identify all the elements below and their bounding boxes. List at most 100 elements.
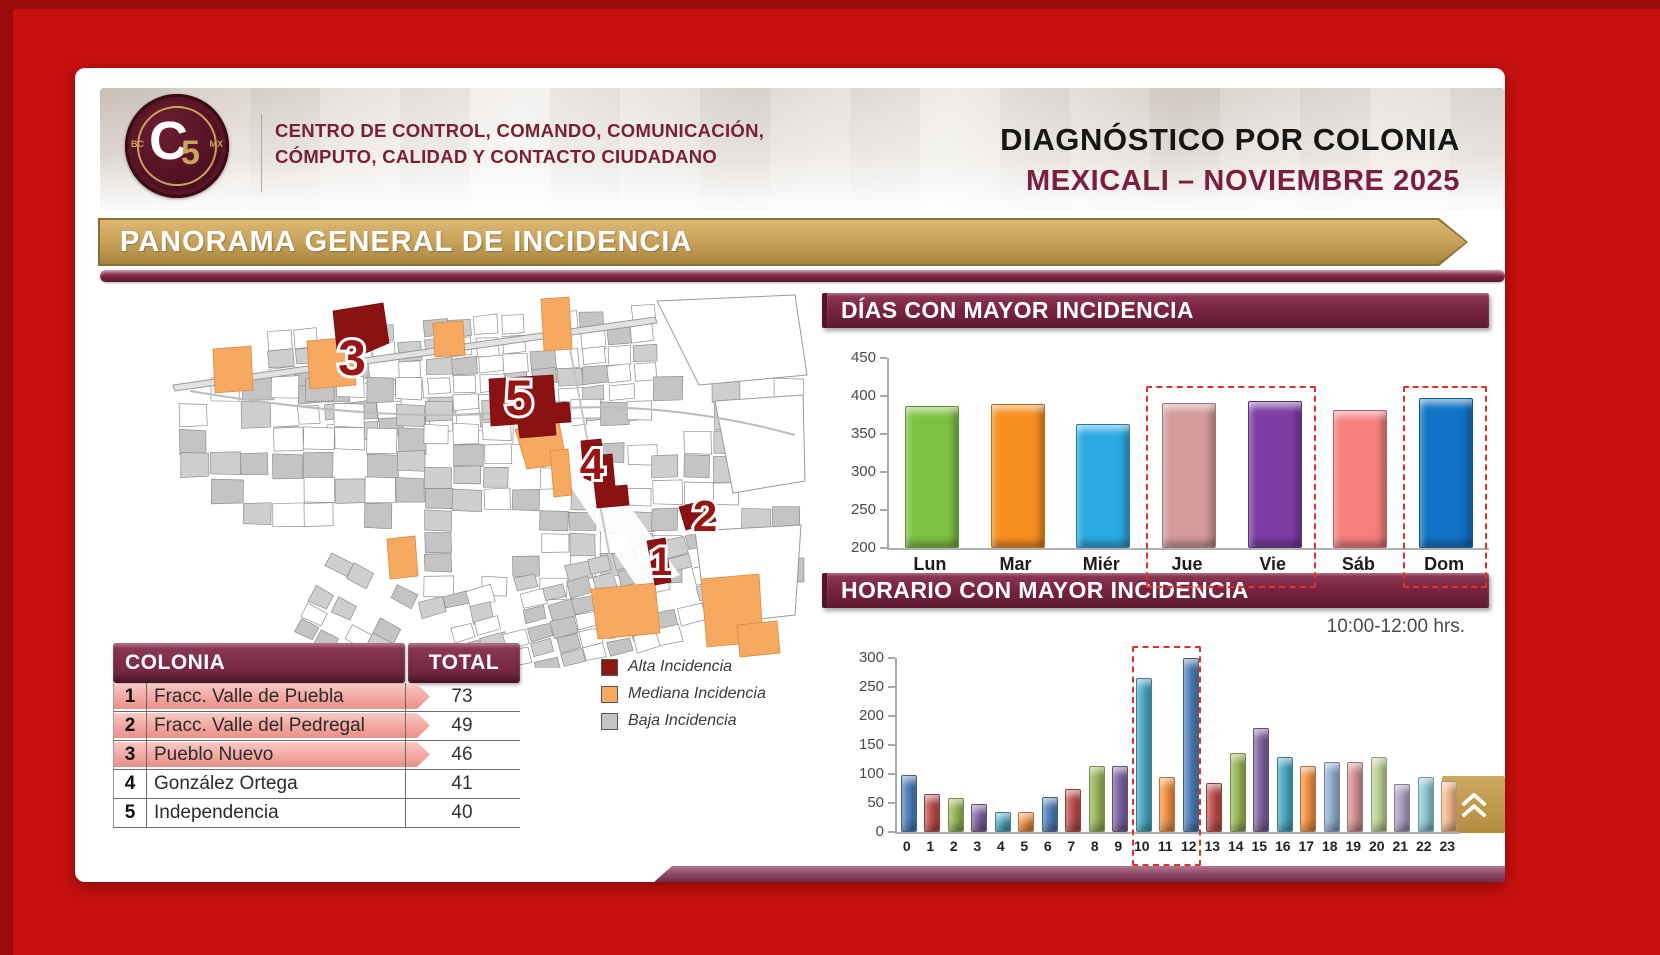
- hours-bar-23: [1441, 780, 1458, 832]
- row-colonia: Independencia: [147, 799, 406, 827]
- hours-xlabel-19: 19: [1345, 838, 1362, 854]
- days-ylabel-250: 250: [850, 501, 876, 518]
- hours-ytick: [888, 802, 895, 804]
- days-ylabel-300: 300: [850, 463, 876, 480]
- hours-xlabel-20: 20: [1368, 838, 1385, 854]
- row-total: 41: [451, 773, 473, 794]
- row-colonia: Fracc. Valle de Puebla: [147, 683, 406, 711]
- hours-bar-10: [1135, 677, 1152, 832]
- hours-ytick: [888, 657, 895, 659]
- legend-item: Mediana Incidencia: [601, 685, 766, 703]
- hours-bar-3: [971, 804, 988, 832]
- hours-bar-12: [1182, 658, 1199, 832]
- days-ylabel-350: 350: [850, 425, 876, 442]
- hours-xlabel-18: 18: [1321, 838, 1338, 854]
- hours-xlabel-9: 9: [1114, 838, 1123, 854]
- hours-ylabel-50: 50: [867, 794, 884, 811]
- hours-xlabel-5: 5: [1020, 838, 1029, 854]
- map-marker-5: 5: [505, 370, 533, 426]
- hours-ytick: [888, 715, 895, 717]
- hours-xlabel-10: 10: [1133, 838, 1150, 854]
- chevrons-up-icon: [1461, 792, 1486, 817]
- days-bar-Mar: [990, 403, 1045, 548]
- incidence-map: 1 2 3 4 5: [172, 294, 808, 668]
- map-outline-polygon: [656, 294, 808, 386]
- map-marker-2: 2: [693, 492, 717, 541]
- table-row: 2 Fracc. Valle del Pedregal 49: [113, 712, 520, 741]
- days-ytick: [880, 433, 887, 435]
- days-xlabel-Mar: Mar: [999, 554, 1032, 574]
- hours-xlabel-7: 7: [1067, 838, 1076, 854]
- map-medium-incidence-zones: [212, 296, 781, 658]
- row-total: 40: [451, 802, 473, 823]
- row-rank: 4: [114, 770, 147, 798]
- organization-line2: CÓMPUTO, CALIDAD Y CONTACTO CIUDADANO: [275, 146, 718, 167]
- hours-bar-15: [1253, 728, 1270, 832]
- c5-logo: C 5 BC MX: [125, 94, 229, 198]
- days-plot: [887, 358, 1489, 550]
- hours-chart-header: HORARIO CON MAYOR INCIDENCIA: [822, 573, 1489, 608]
- days-bar-Miér: [1076, 424, 1131, 548]
- days-highlight-box: [1146, 386, 1316, 588]
- hours-ylabel-250: 250: [858, 678, 884, 695]
- hours-bar-5: [1018, 811, 1035, 832]
- legend-swatch: [601, 685, 618, 703]
- hours-xlabel-11: 11: [1157, 838, 1173, 854]
- column-header-colonia: COLONIA: [113, 643, 405, 683]
- days-ylabel-200: 200: [850, 539, 876, 556]
- hours-annotation: 10:00-12:00 hrs.: [1326, 616, 1465, 637]
- logo-ring-icon: [137, 106, 217, 186]
- days-chart-header: DÍAS CON MAYOR INCIDENCIA: [822, 293, 1489, 328]
- hours-bar-13: [1206, 782, 1223, 832]
- row-rank: 3: [114, 741, 147, 769]
- page-subtitle: MEXICALI – NOVIEMBRE 2025: [1026, 165, 1460, 197]
- hours-ytick: [888, 744, 895, 746]
- row-total: 46: [451, 744, 473, 765]
- hours-xlabel-15: 15: [1251, 838, 1268, 854]
- days-xlabel-Vie: Vie: [1259, 554, 1287, 574]
- hours-bar-7: [1065, 788, 1082, 832]
- days-bar-Dom: [1419, 397, 1474, 548]
- hours-bar-17: [1300, 765, 1317, 832]
- map-marker-3: 3: [338, 330, 366, 386]
- hours-bar-1: [924, 794, 941, 832]
- legend-swatch: [601, 658, 618, 676]
- days-xlabel-Jue: Jue: [1171, 554, 1203, 574]
- map-marker-1: 1: [650, 540, 672, 584]
- page-title: DIAGNÓSTICO POR COLONIA: [1000, 122, 1460, 157]
- legend-label: Alta Incidencia: [628, 658, 733, 675]
- row-total: 73: [451, 686, 473, 707]
- header-divider: [261, 114, 262, 192]
- map-high-incidence-zones: [332, 302, 717, 586]
- legend-item: Baja Incidencia: [601, 712, 766, 730]
- map-boundary: [172, 316, 658, 392]
- hours-xlabel-17: 17: [1298, 838, 1315, 854]
- legend-item: Alta Incidencia: [601, 658, 766, 676]
- section-banner-title: PANORAMA GENERAL DE INCIDENCIA: [120, 226, 693, 258]
- days-ytick: [880, 509, 887, 511]
- title-block: DIAGNÓSTICO POR COLONIA MEXICALI – NOVIE…: [1000, 122, 1460, 198]
- logo-letter: C: [149, 111, 188, 171]
- hours-bar-19: [1347, 761, 1364, 832]
- hours-xlabel-6: 6: [1043, 838, 1052, 854]
- hours-xlabel-21: 21: [1392, 838, 1409, 854]
- hours-xlabel-3: 3: [973, 838, 982, 854]
- hours-xlabel-16: 16: [1274, 838, 1291, 854]
- hours-ytick: [888, 686, 895, 688]
- organization-name: CENTRO DE CONTROL, COMANDO, COMUNICACIÓN…: [275, 118, 764, 170]
- column-header-total: TOTAL: [408, 643, 520, 683]
- hours-xlabel-14: 14: [1227, 838, 1244, 854]
- hours-xlabel-1: 1: [926, 838, 935, 854]
- hours-ylabel-200: 200: [858, 707, 884, 724]
- hours-bar-8: [1088, 765, 1105, 832]
- days-ytick: [880, 547, 887, 549]
- hours-highlight-box: [1132, 646, 1201, 866]
- days-xlabel-Sáb: Sáb: [1341, 554, 1375, 574]
- hours-ylabel-100: 100: [858, 765, 884, 782]
- row-rank: 5: [114, 799, 147, 827]
- row-colonia: Pueblo Nuevo: [147, 741, 406, 769]
- hours-xlabel-22: 22: [1415, 838, 1432, 854]
- days-highlight-box: [1403, 386, 1487, 588]
- hours-xlabel-0: 0: [902, 838, 911, 854]
